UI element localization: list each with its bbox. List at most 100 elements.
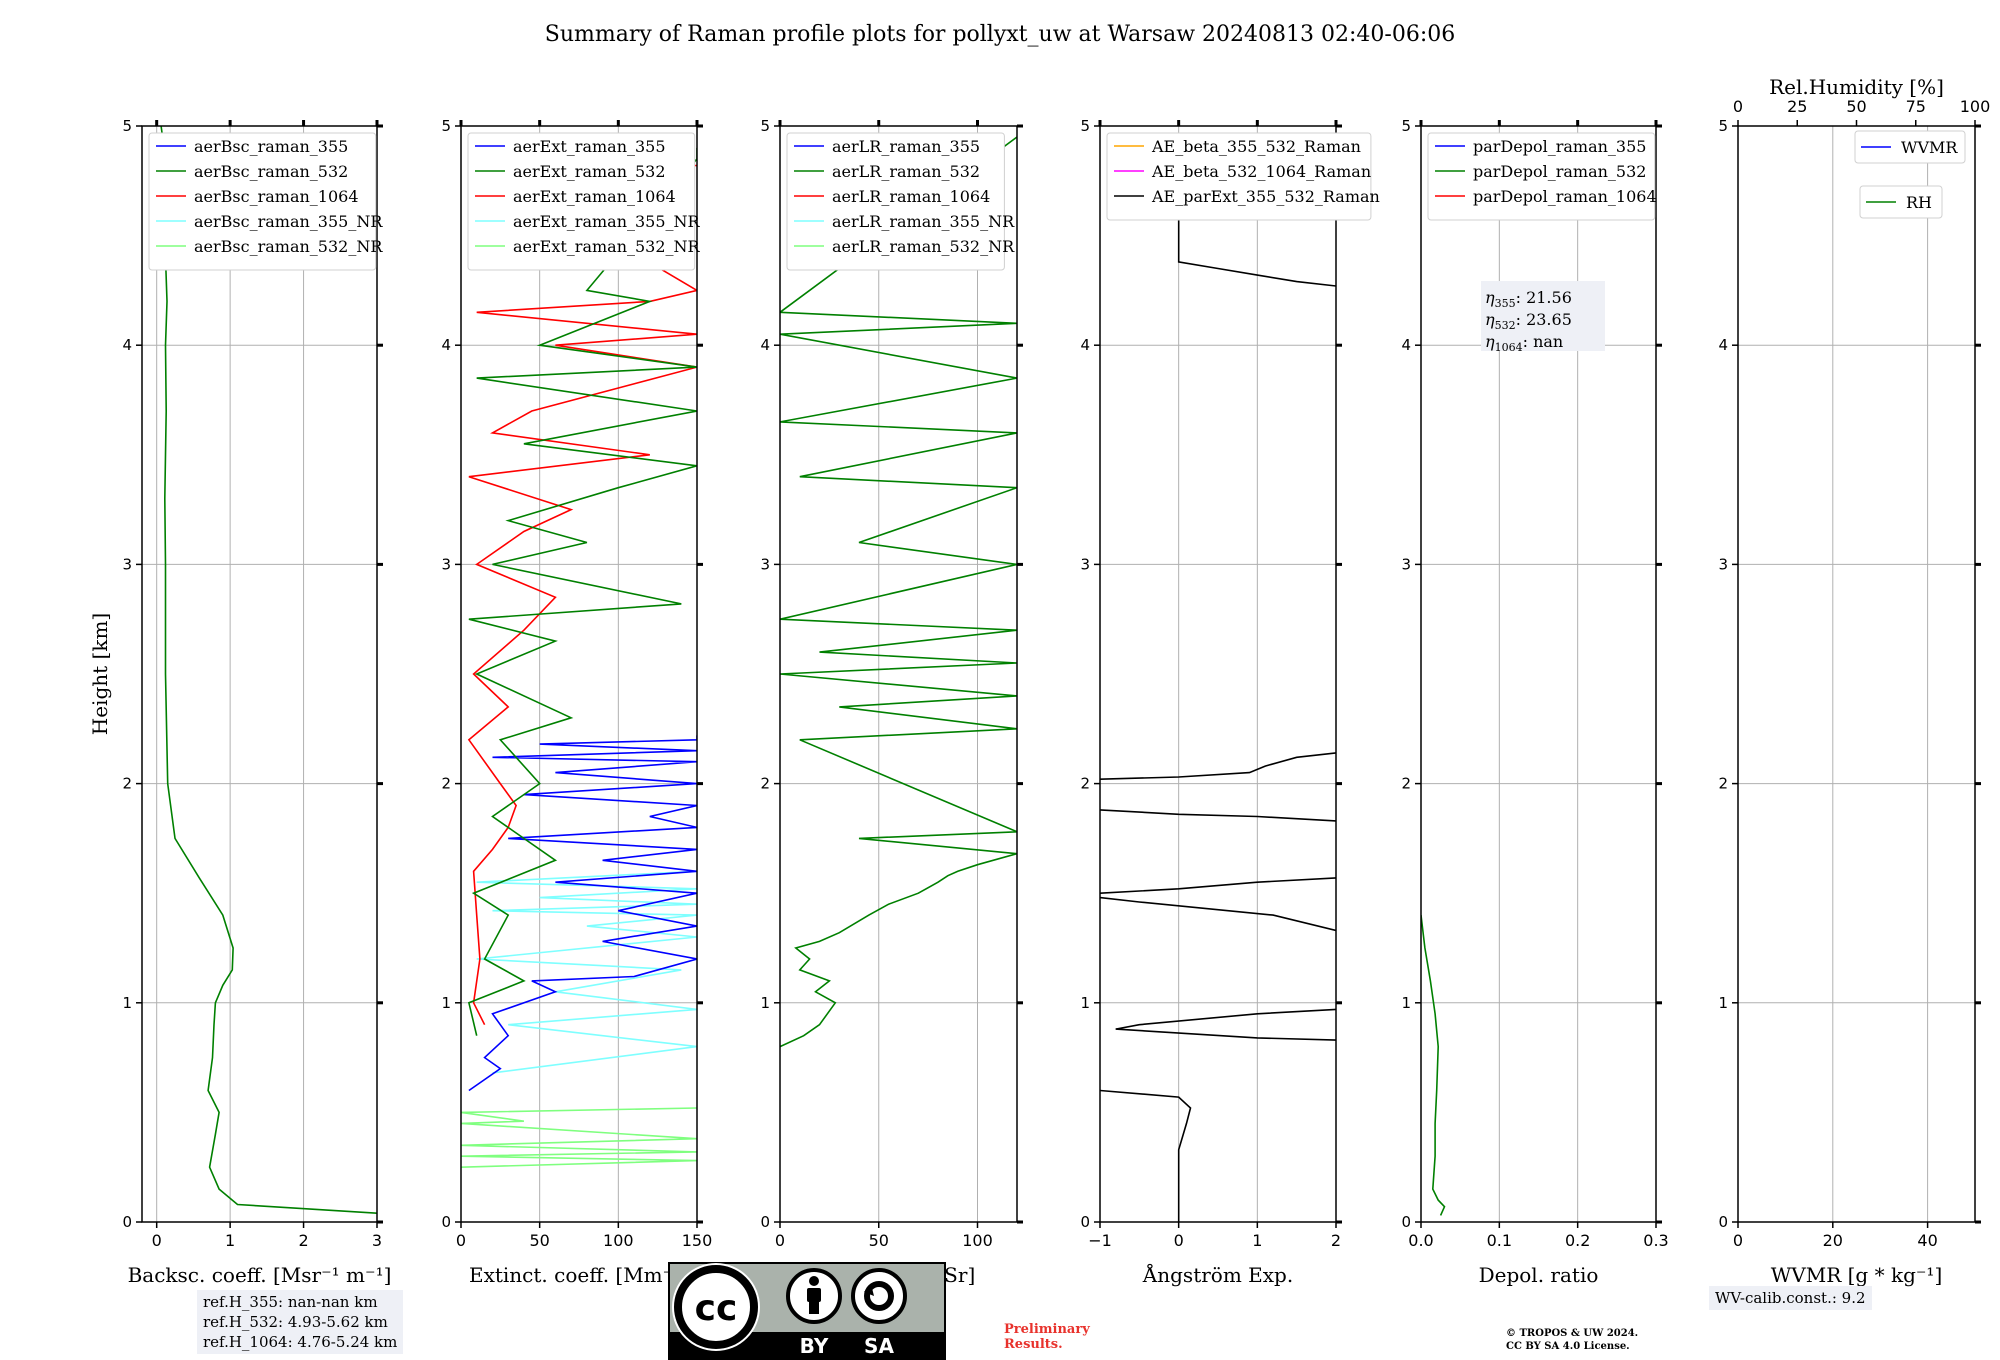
eta-annotation: η532: 23.65 bbox=[1485, 310, 1572, 332]
y-tick-label: 3 bbox=[122, 555, 132, 573]
legend-label: aerExt_raman_532 bbox=[513, 162, 666, 181]
legend-label: aerBsc_raman_532 bbox=[194, 162, 348, 181]
series-AE_parExt_355_532_Raman bbox=[1100, 1089, 1192, 1222]
legend-label: AE_beta_532_1064_Raman bbox=[1151, 162, 1371, 181]
legend-box bbox=[1859, 185, 1943, 219]
y-tick-label: 1 bbox=[1718, 994, 1728, 1012]
series-AE_parExt_355_532_Raman bbox=[1100, 752, 1336, 780]
sa-share-alike-icon bbox=[851, 1268, 907, 1324]
top-x-tick-label: 50 bbox=[1846, 97, 1866, 116]
y-tick-label: 0 bbox=[122, 1213, 132, 1231]
legend-label: AE_beta_355_532_Raman bbox=[1151, 137, 1361, 156]
y-tick-label: 3 bbox=[1718, 555, 1728, 573]
legend-label: aerLR_raman_532 bbox=[832, 162, 980, 181]
x-tick-label: 50 bbox=[529, 1231, 549, 1250]
x-tick-label: 150 bbox=[682, 1231, 713, 1250]
legend-label: aerBsc_raman_355_NR bbox=[194, 212, 383, 231]
y-tick-label: 0 bbox=[1401, 1213, 1411, 1231]
y-tick-label: 3 bbox=[1080, 555, 1090, 573]
series-AE_parExt_355_532_Raman bbox=[1100, 877, 1336, 894]
series-aerExt_raman_532_NR bbox=[461, 1107, 697, 1168]
series-group bbox=[1100, 173, 1336, 1222]
wv-calib-const: WV-calib.const.: 9.2 bbox=[1715, 1289, 1866, 1307]
copyright-note: © TROPOS & UW 2024. CC BY SA 4.0 License… bbox=[1506, 1327, 1638, 1353]
y-tick-label: 5 bbox=[760, 117, 770, 135]
y-tick-label: 5 bbox=[441, 117, 451, 135]
y-tick-label: 1 bbox=[122, 994, 132, 1012]
license-by-label: BY bbox=[800, 1334, 829, 1358]
reference-height-box: ref.H_355: nan-nan km ref.H_532: 4.93-5.… bbox=[197, 1290, 404, 1354]
legend-label: aerExt_raman_1064 bbox=[513, 187, 676, 206]
legend: parDepol_raman_355 parDepol_raman_532 parD… bbox=[1427, 132, 1657, 221]
legend: aerExt_raman_355 aerExt_raman_532 aerExt_r… bbox=[467, 132, 701, 271]
ref-height-1064: ref.H_1064: 4.76-5.24 km bbox=[203, 1333, 398, 1351]
legend: aerBsc_raman_355 aerBsc_raman_532 aerBsc_r… bbox=[148, 132, 383, 271]
series-AE_parExt_355_532_Raman bbox=[1100, 896, 1336, 932]
plot-frame bbox=[1420, 125, 1657, 1223]
y-tick-label: 1 bbox=[441, 994, 451, 1012]
by-person-icon bbox=[786, 1268, 842, 1324]
y-tick-label: 3 bbox=[1401, 555, 1411, 573]
y-tick-label: 5 bbox=[1080, 117, 1090, 135]
plot-frame bbox=[460, 125, 698, 1223]
legend-label: aerLR_raman_532_NR bbox=[832, 237, 1015, 256]
y-tick-label: 2 bbox=[122, 775, 132, 793]
copyright-line-2: CC BY SA 4.0 License. bbox=[1506, 1341, 1630, 1352]
series-AE_parExt_355_532_Raman bbox=[1177, 209, 1336, 287]
y-tick-label: 5 bbox=[1718, 117, 1728, 135]
license-sa-label: SA bbox=[864, 1334, 894, 1358]
y-tick-label: 0 bbox=[760, 1213, 770, 1231]
x-tick-label: 0 bbox=[1733, 1231, 1743, 1250]
top-axis-title: Rel.Humidity [%] bbox=[1769, 75, 1944, 99]
x-tick-label: 50 bbox=[869, 1231, 889, 1250]
copyright-line-1: © TROPOS & UW 2024. bbox=[1506, 1328, 1639, 1339]
x-axis-label: WVMR [g * kg⁻¹] bbox=[1771, 1263, 1943, 1287]
legend-label: aerLR_raman_355_NR bbox=[832, 212, 1015, 231]
legend-box bbox=[148, 132, 377, 271]
x-tick-label: 0 bbox=[456, 1231, 466, 1250]
legend-label: WVMR bbox=[1901, 138, 1958, 157]
plot-frame bbox=[141, 125, 378, 1223]
legend-label: RH bbox=[1906, 193, 1932, 212]
y-tick-label: 0 bbox=[1080, 1213, 1090, 1231]
eta-annotation: η355: 21.56 bbox=[1485, 288, 1572, 310]
x-tick-label: 100 bbox=[962, 1231, 993, 1250]
legend-box bbox=[1427, 132, 1656, 221]
x-tick-label: 0 bbox=[775, 1231, 785, 1250]
x-tick-label: 0.2 bbox=[1565, 1231, 1590, 1250]
y-tick-label: 4 bbox=[1718, 336, 1728, 354]
plot-frame bbox=[779, 125, 1018, 1223]
preliminary-note: Preliminary Results. bbox=[1004, 1322, 1090, 1352]
x-tick-label: 20 bbox=[1823, 1231, 1843, 1250]
y-tick-label: 4 bbox=[760, 336, 770, 354]
panel-lidar_ratio: 012345050100Lidar ratio [Sr]aerLR_raman_… bbox=[760, 117, 1023, 1287]
x-tick-label: 3 bbox=[372, 1231, 382, 1250]
y-tick-label: 5 bbox=[122, 117, 132, 135]
series-group bbox=[780, 136, 1017, 1048]
series-AE_parExt_355_532_Raman bbox=[1100, 809, 1336, 822]
x-tick-label: 0.3 bbox=[1643, 1231, 1668, 1250]
legend-label: aerExt_raman_532_NR bbox=[513, 237, 701, 256]
y-tick-label: 1 bbox=[1080, 994, 1090, 1012]
legend: aerLR_raman_355 aerLR_raman_532 aerLR_rama… bbox=[786, 132, 1015, 271]
series-aerExt_raman_532 bbox=[467, 147, 697, 1036]
plot-frame bbox=[1099, 125, 1337, 1223]
preliminary-line-2: Results. bbox=[1004, 1337, 1063, 1352]
top-x-tick-label: 0 bbox=[1733, 97, 1743, 116]
x-tick-label: 40 bbox=[1917, 1231, 1937, 1250]
series-AE_parExt_355_532_Raman bbox=[1115, 1008, 1336, 1041]
eta-annotation: η1064: nan bbox=[1485, 332, 1563, 354]
top-x-tick-label: 100 bbox=[1960, 97, 1991, 116]
series-aerLR_raman_532 bbox=[780, 136, 1017, 1048]
top-x-tick-label: 75 bbox=[1906, 97, 1926, 116]
x-axis-label: Backsc. coeff. [Msr⁻¹ m⁻¹] bbox=[128, 1263, 392, 1287]
legend-label: aerExt_raman_355_NR bbox=[513, 212, 701, 231]
series-group bbox=[160, 126, 377, 1214]
y-tick-label: 1 bbox=[760, 994, 770, 1012]
legend: WVMR RH bbox=[1854, 130, 1966, 219]
legend-label: parDepol_raman_355 bbox=[1473, 137, 1646, 156]
y-tick-label: 0 bbox=[441, 1213, 451, 1231]
